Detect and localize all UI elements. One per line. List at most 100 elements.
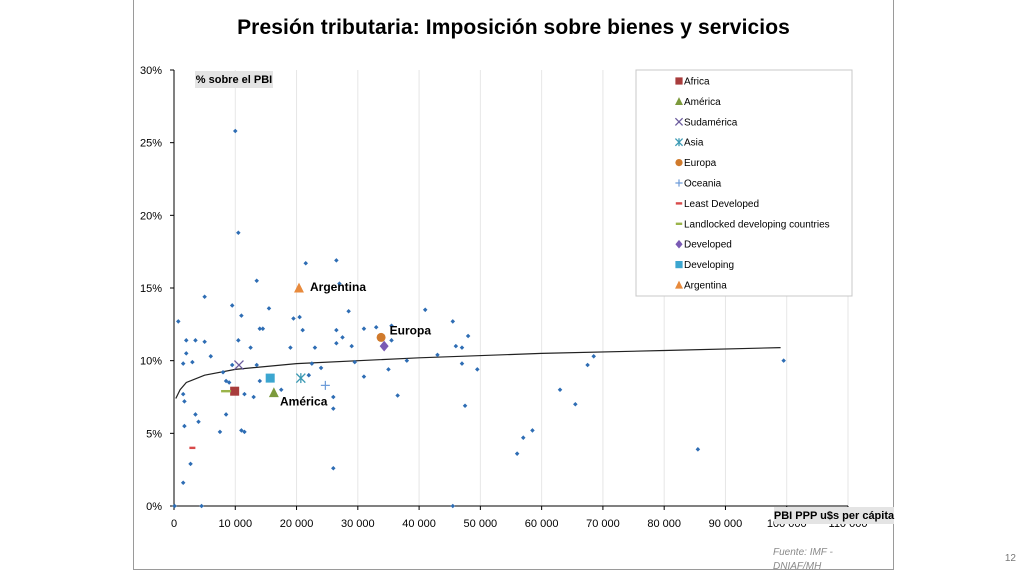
country-point bbox=[573, 402, 578, 407]
y-tick-label: 25% bbox=[140, 138, 162, 150]
country-point bbox=[465, 333, 471, 339]
country-point bbox=[352, 359, 358, 365]
x-tick-label: 30 000 bbox=[341, 518, 375, 530]
country-point bbox=[475, 367, 480, 372]
country-point bbox=[190, 359, 195, 365]
country-point bbox=[202, 339, 207, 345]
country-point bbox=[193, 338, 198, 343]
x-tick-label: 0 bbox=[171, 518, 177, 530]
legend: Africa América Sudamérica Asia Europa Oceania… bbox=[635, 69, 853, 297]
y-axis-title: % sobre el PBI bbox=[196, 74, 272, 86]
country-point bbox=[188, 461, 193, 467]
country-point bbox=[318, 365, 324, 371]
country-point bbox=[312, 345, 318, 350]
country-point bbox=[183, 338, 189, 343]
x-label-box bbox=[774, 507, 894, 524]
country-point bbox=[297, 314, 302, 320]
country-point bbox=[337, 281, 342, 286]
country-point bbox=[254, 362, 259, 368]
legend-label: Landlocked developing countries bbox=[684, 219, 830, 230]
y-tick-label: 5% bbox=[146, 428, 162, 440]
country-point bbox=[591, 354, 596, 359]
y-tick-label: 10% bbox=[140, 356, 162, 368]
legend-label: Europa bbox=[684, 158, 717, 169]
africa-marker bbox=[230, 386, 240, 396]
country-point bbox=[236, 230, 241, 236]
legend-marker bbox=[675, 280, 683, 289]
country-point bbox=[202, 294, 207, 299]
country-point bbox=[260, 326, 266, 331]
country-point bbox=[695, 447, 701, 452]
europa-marker bbox=[376, 332, 386, 342]
country-point bbox=[331, 406, 336, 411]
country-point bbox=[334, 327, 339, 333]
legend-label: Argentina bbox=[684, 281, 727, 292]
country-point bbox=[309, 361, 315, 366]
legend-marker bbox=[674, 138, 684, 147]
legend-label: Least Developed bbox=[684, 199, 759, 210]
country-point bbox=[266, 306, 272, 311]
country-point bbox=[459, 361, 465, 366]
country-point bbox=[226, 380, 232, 385]
country-point bbox=[346, 308, 351, 314]
landlocked-developing-countries-marker bbox=[221, 389, 232, 393]
country-point bbox=[242, 429, 247, 435]
legend-marker bbox=[675, 179, 683, 187]
country-point bbox=[176, 319, 181, 324]
argentina-marker bbox=[294, 282, 304, 293]
country-point bbox=[361, 326, 367, 331]
chart-title: Presión tributaria: Imposición sobre bie… bbox=[237, 16, 790, 39]
page-number: 12 bbox=[1004, 553, 1016, 564]
country-point bbox=[361, 374, 367, 379]
country-point bbox=[450, 503, 456, 509]
x-tick-label: 80 000 bbox=[647, 518, 681, 530]
x-tick-label: 10 000 bbox=[218, 518, 252, 530]
country-point bbox=[334, 258, 339, 263]
x-tick-label: 40 000 bbox=[402, 518, 436, 530]
country-point bbox=[193, 412, 198, 417]
country-point bbox=[585, 362, 590, 368]
country-point bbox=[248, 345, 253, 350]
group-markers bbox=[189, 282, 389, 450]
country-point bbox=[459, 345, 465, 350]
country-point bbox=[303, 261, 308, 266]
country-point bbox=[349, 343, 354, 349]
legend-marker bbox=[675, 77, 683, 85]
legend-box bbox=[635, 69, 853, 297]
country-point bbox=[223, 412, 229, 417]
country-point bbox=[340, 335, 345, 340]
annotation-europa: Europa bbox=[390, 324, 432, 338]
sudam-rica-marker bbox=[233, 360, 244, 370]
country-point bbox=[242, 391, 247, 397]
annotations: Argentina Europa América bbox=[280, 280, 431, 409]
country-point bbox=[183, 351, 189, 356]
country-point bbox=[236, 338, 241, 343]
legend-label: Developed bbox=[684, 240, 732, 251]
country-point bbox=[453, 343, 459, 349]
x-axis-title: PBI PPP u$s per cápita bbox=[774, 510, 895, 522]
country-point bbox=[196, 419, 201, 424]
country-point bbox=[306, 372, 312, 378]
country-point bbox=[291, 316, 296, 321]
axes: 0% 5% 10% 15% 20% 25% 30% 0 10 000 20 000 30 000 40… bbox=[140, 65, 868, 530]
country-point bbox=[220, 370, 226, 375]
x-tick-label: 20 000 bbox=[280, 518, 314, 530]
legend-label: Asia bbox=[684, 138, 704, 149]
country-points bbox=[172, 128, 786, 509]
country-point bbox=[373, 324, 379, 330]
country-point bbox=[520, 435, 526, 440]
country-point bbox=[217, 429, 223, 435]
country-point bbox=[331, 465, 336, 471]
legend-marker bbox=[675, 222, 683, 225]
country-point bbox=[404, 358, 410, 363]
country-point bbox=[251, 394, 256, 400]
country-point bbox=[331, 394, 336, 400]
country-point bbox=[254, 278, 259, 283]
country-point bbox=[334, 340, 339, 346]
country-point bbox=[180, 391, 186, 397]
legend-marker bbox=[675, 239, 683, 249]
least-developed-marker bbox=[189, 446, 196, 450]
trendline-layer bbox=[175, 347, 781, 399]
legend-label: Oceania bbox=[684, 179, 722, 190]
